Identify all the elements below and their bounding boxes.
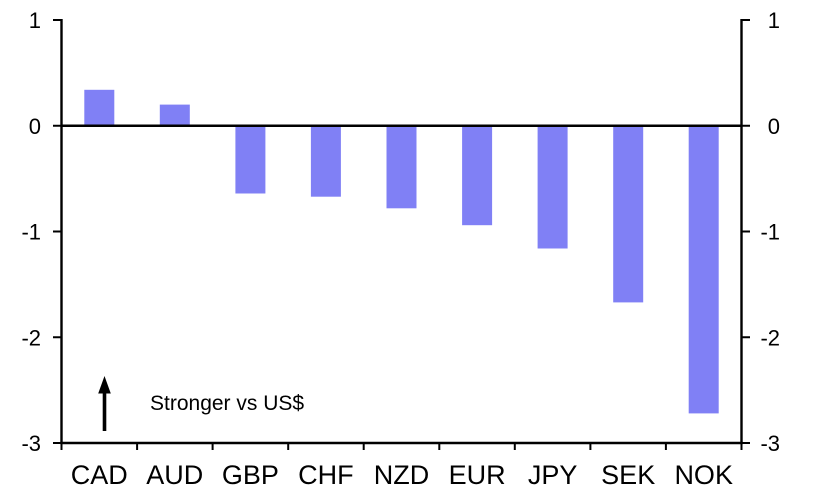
bar-SEK [613, 125, 644, 303]
y-tick-label-left-1: 1 [29, 8, 41, 33]
y-tick-label-right--3: -3 [760, 431, 780, 456]
bars-layer [84, 89, 719, 414]
stronger-annotation: Stronger vs US$ [98, 376, 304, 431]
x-tick-label-EUR: EUR [449, 460, 506, 490]
y-tick-label-left-0: 0 [29, 114, 41, 139]
bar-EUR [462, 125, 493, 226]
y-tick-label-left--1: -1 [21, 220, 41, 245]
x-tick-label-GBP: GBP [222, 460, 279, 490]
tick-labels-layer: CAD AUD GBP CHF NZD EUR JPY SEK NOK 1 1 0 0 -1 -1 -2 -2 -… [21, 8, 780, 490]
x-tick-label-NZD: NZD [374, 460, 430, 490]
x-tick-label-AUD: AUD [146, 460, 203, 490]
y-tick-label-right--2: -2 [760, 325, 780, 350]
bar-AUD [159, 104, 190, 126]
y-tick-label-right-1: 1 [768, 8, 780, 33]
bar-NOK [688, 125, 719, 414]
y-tick-label-left--2: -2 [21, 325, 41, 350]
x-tick-label-NOK: NOK [674, 460, 733, 490]
bar-CHF [310, 125, 341, 197]
bar-JPY [537, 125, 568, 249]
x-tick-label-CHF: CHF [298, 460, 354, 490]
up-arrow-head-icon [98, 376, 111, 394]
bar-GBP [235, 125, 266, 194]
x-tick-label-SEK: SEK [601, 460, 655, 490]
y-tick-label-right--1: -1 [760, 220, 780, 245]
y-tick-label-right-0: 0 [768, 114, 780, 139]
y-tick-label-left--3: -3 [21, 431, 41, 456]
bar-CAD [84, 89, 115, 126]
x-tick-label-CAD: CAD [71, 460, 128, 490]
x-tick-label-JPY: JPY [528, 460, 578, 490]
annotation-label: Stronger vs US$ [150, 392, 304, 415]
bar-NZD [386, 125, 417, 209]
axes-layer [53, 19, 750, 450]
